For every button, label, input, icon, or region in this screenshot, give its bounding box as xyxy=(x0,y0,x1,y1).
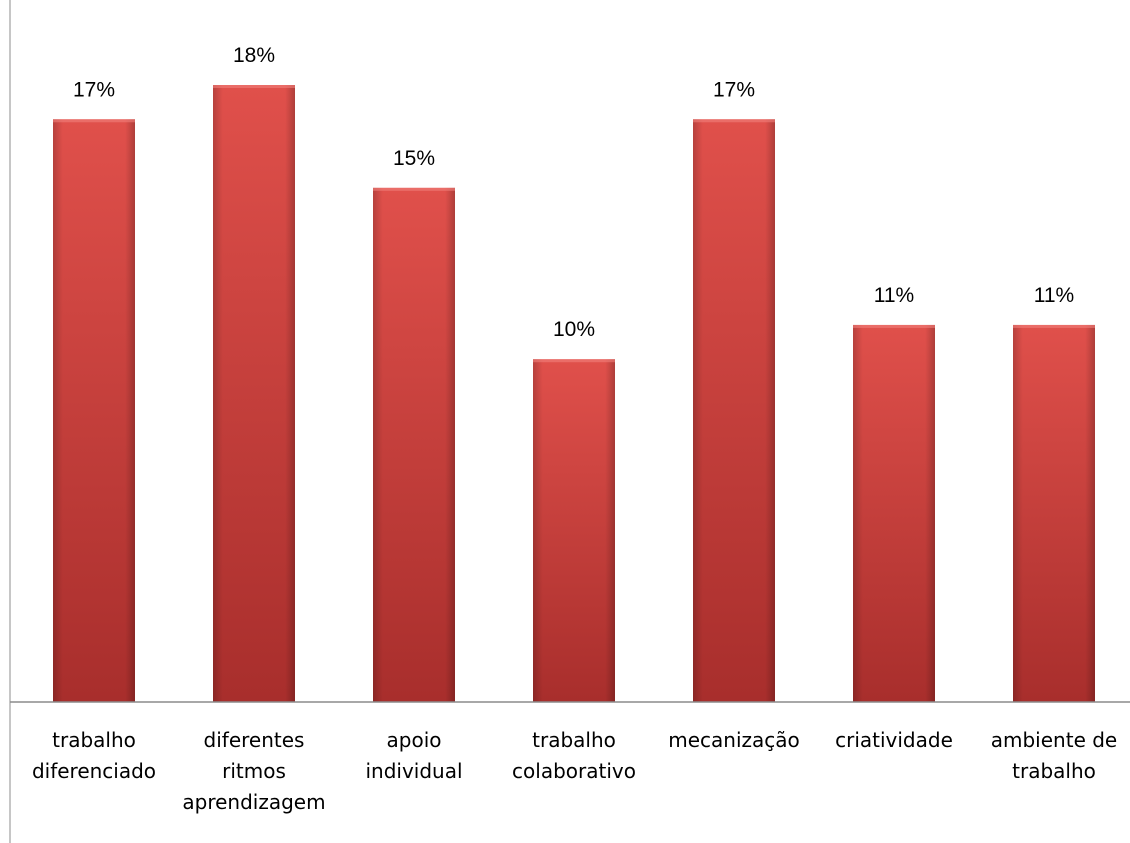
category-label: apoio xyxy=(387,728,442,752)
bar xyxy=(373,187,455,703)
category-label: aprendizagem xyxy=(182,790,325,814)
data-label: 18% xyxy=(233,44,275,67)
bar xyxy=(53,119,135,703)
data-label: 17% xyxy=(713,78,755,101)
bar-shade xyxy=(1013,324,1095,702)
category-label: ritmos xyxy=(222,759,286,783)
category-label: diferentes xyxy=(204,728,305,752)
bar-top-highlight xyxy=(373,187,455,191)
bar-shade xyxy=(853,324,935,702)
category-label: colaborativo xyxy=(512,759,636,783)
bar xyxy=(1013,324,1095,702)
bar-shade xyxy=(693,119,775,703)
bar-shade xyxy=(533,359,615,702)
bar-shade xyxy=(213,85,295,702)
category-label: trabalho xyxy=(532,728,616,752)
category-label: trabalho xyxy=(1012,759,1096,783)
category-label: diferenciado xyxy=(32,759,156,783)
bar-top-highlight xyxy=(853,324,935,328)
category-label: individual xyxy=(365,759,462,783)
bar-top-highlight xyxy=(53,119,135,123)
bar-top-highlight xyxy=(693,119,775,123)
bars-layer xyxy=(53,85,1095,703)
data-label: 10% xyxy=(553,318,595,341)
bar-shade xyxy=(373,187,455,703)
data-label: 17% xyxy=(73,78,115,101)
category-label: ambiente de xyxy=(991,728,1117,752)
category-label: mecanização xyxy=(668,728,800,752)
category-label: criatividade xyxy=(835,728,953,752)
bar-top-highlight xyxy=(213,85,295,88)
data-label: 11% xyxy=(1034,284,1074,307)
data-label: 15% xyxy=(393,147,435,170)
labels-layer: 17% trabalho diferenciado 18% diferentes ritm… xyxy=(32,44,1117,814)
category-label: trabalho xyxy=(52,728,136,752)
bar-shade xyxy=(53,119,135,703)
bar xyxy=(853,324,935,702)
bar-top-highlight xyxy=(1013,324,1095,328)
bar xyxy=(533,359,615,702)
data-label: 11% xyxy=(874,284,914,307)
bar xyxy=(213,85,295,702)
bar xyxy=(693,119,775,703)
bar-top-highlight xyxy=(533,359,615,363)
